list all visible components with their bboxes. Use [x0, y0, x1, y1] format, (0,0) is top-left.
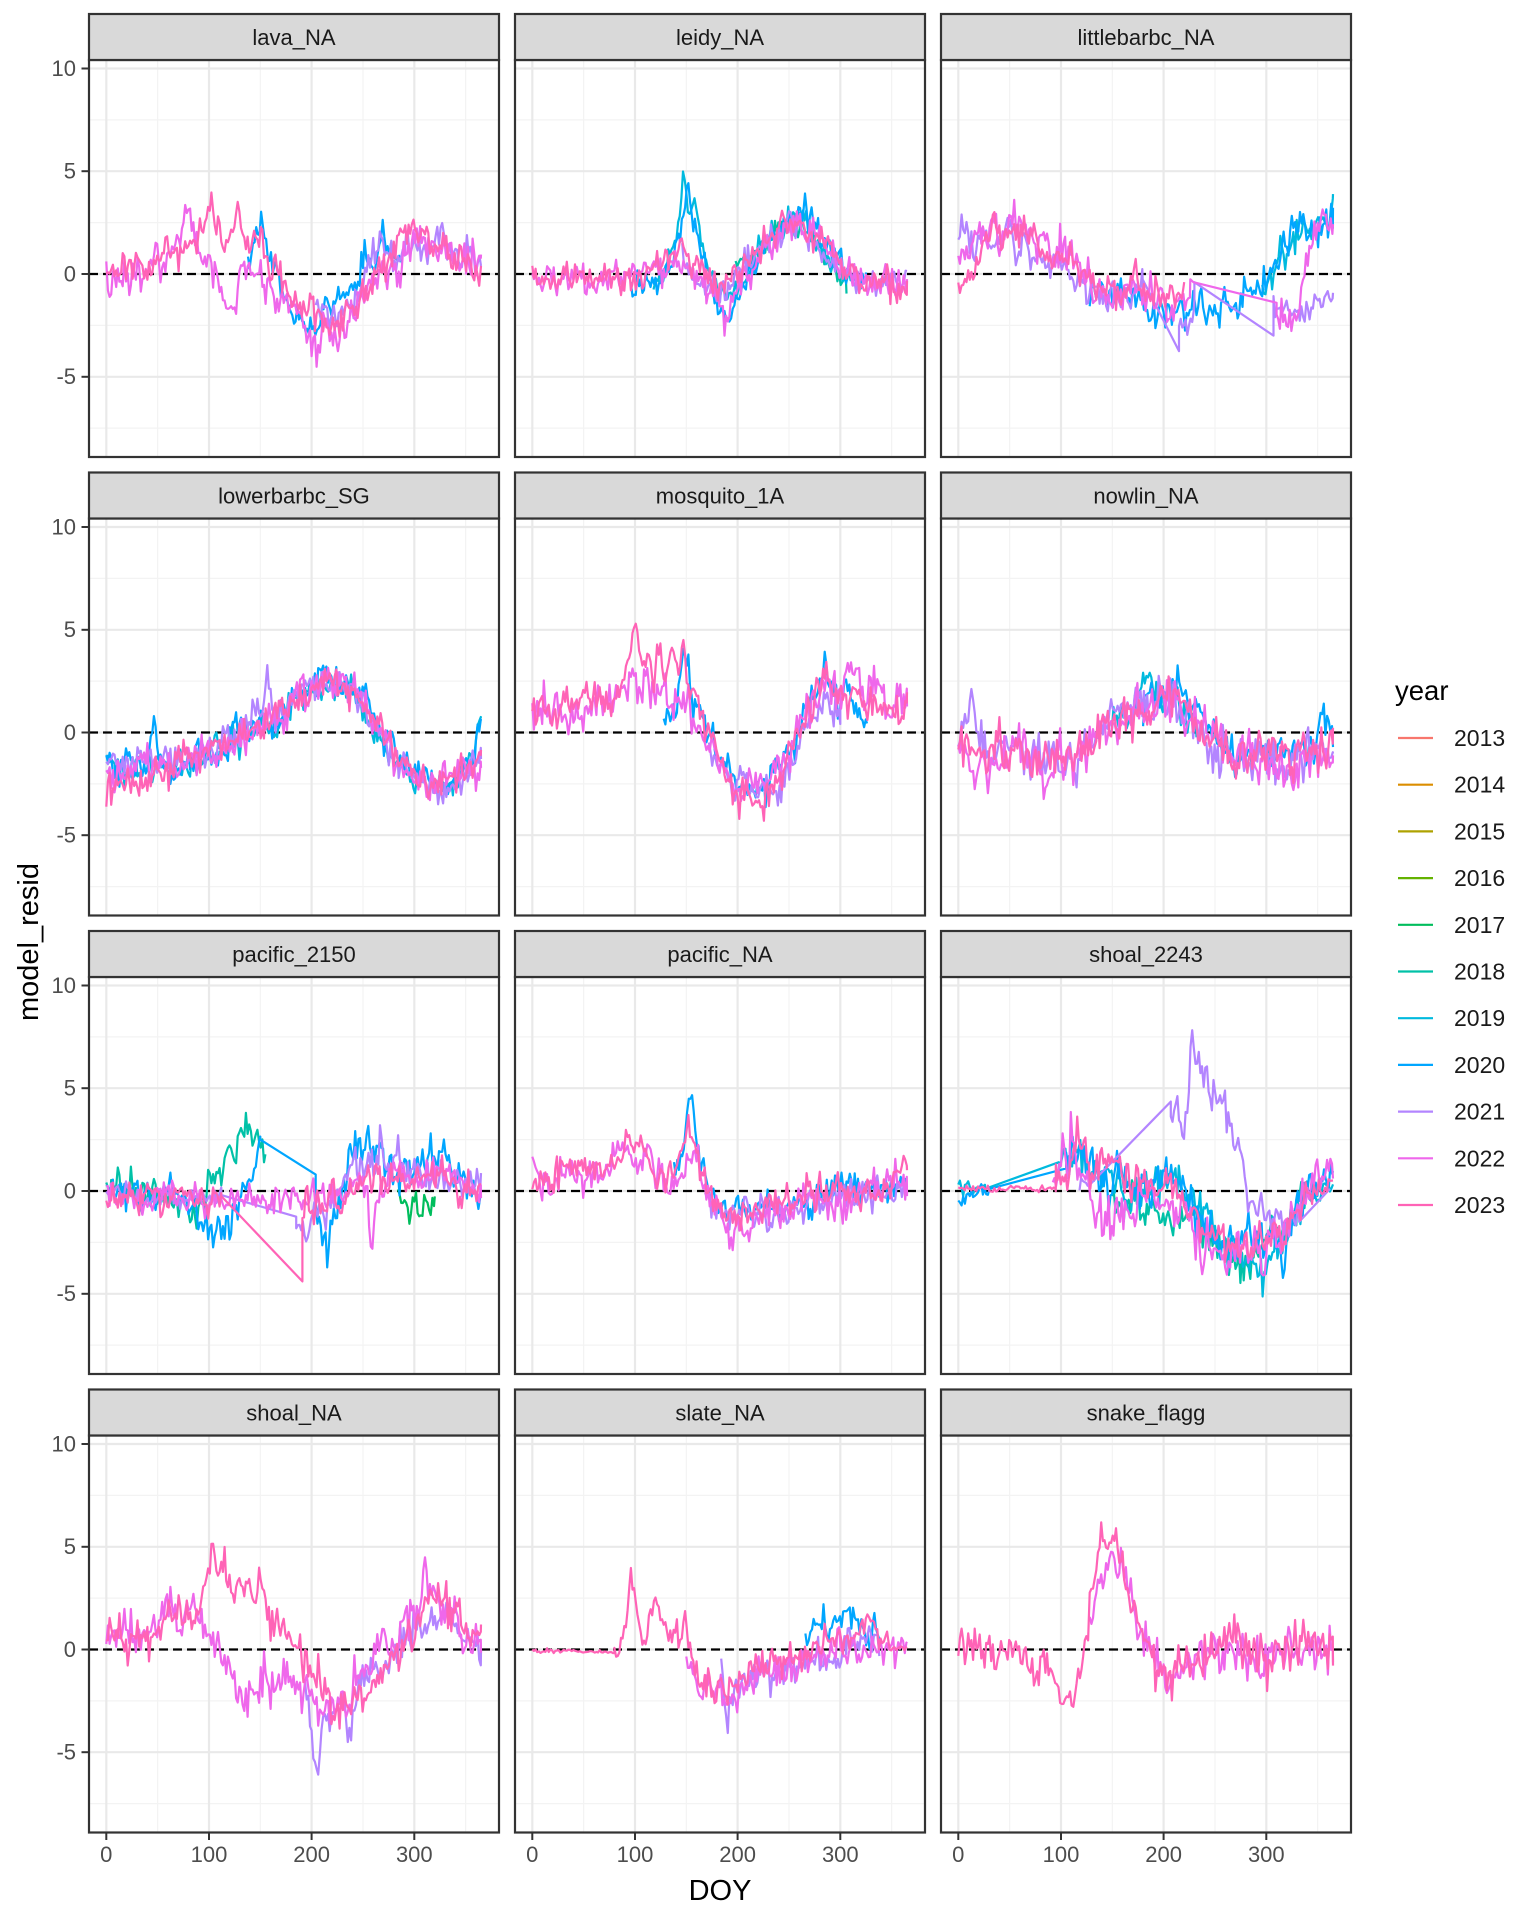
svg-text:2018: 2018: [1454, 959, 1505, 985]
svg-text:300: 300: [396, 1842, 433, 1867]
svg-text:-5: -5: [56, 823, 76, 848]
svg-text:5: 5: [64, 617, 76, 642]
svg-text:year: year: [1395, 675, 1449, 706]
svg-text:10: 10: [52, 56, 76, 81]
svg-text:shoal_2243: shoal_2243: [1089, 942, 1203, 967]
svg-text:slate_NA: slate_NA: [675, 1401, 765, 1426]
svg-text:2014: 2014: [1454, 772, 1505, 798]
svg-text:leidy_NA: leidy_NA: [676, 25, 764, 50]
svg-text:2019: 2019: [1454, 1005, 1505, 1031]
svg-text:10: 10: [52, 973, 76, 998]
svg-text:snake_flagg: snake_flagg: [1087, 1401, 1206, 1426]
svg-text:-5: -5: [56, 1281, 76, 1306]
svg-text:300: 300: [822, 1842, 859, 1867]
svg-text:5: 5: [64, 159, 76, 184]
svg-text:pacific_2150: pacific_2150: [232, 942, 356, 967]
svg-text:model_resid: model_resid: [13, 863, 45, 1021]
svg-text:200: 200: [293, 1842, 330, 1867]
svg-text:shoal_NA: shoal_NA: [246, 1401, 342, 1426]
svg-text:0: 0: [64, 261, 76, 286]
svg-text:littlebarbc_NA: littlebarbc_NA: [1078, 25, 1215, 50]
svg-text:2023: 2023: [1454, 1192, 1505, 1218]
svg-text:2020: 2020: [1454, 1052, 1505, 1078]
svg-text:0: 0: [64, 1637, 76, 1662]
svg-text:2016: 2016: [1454, 865, 1505, 891]
svg-text:lowerbarbc_SG: lowerbarbc_SG: [218, 484, 370, 509]
svg-text:nowlin_NA: nowlin_NA: [1093, 484, 1198, 509]
svg-text:0: 0: [526, 1842, 538, 1867]
svg-text:0: 0: [64, 720, 76, 745]
svg-text:2021: 2021: [1454, 1099, 1505, 1125]
svg-text:5: 5: [64, 1076, 76, 1101]
svg-text:0: 0: [100, 1842, 112, 1867]
svg-text:10: 10: [52, 514, 76, 539]
svg-text:0: 0: [64, 1178, 76, 1203]
svg-text:-5: -5: [56, 1740, 76, 1765]
svg-text:5: 5: [64, 1534, 76, 1559]
svg-text:200: 200: [719, 1842, 756, 1867]
svg-text:100: 100: [617, 1842, 654, 1867]
svg-text:mosquito_1A: mosquito_1A: [656, 484, 785, 509]
svg-text:100: 100: [1043, 1842, 1080, 1867]
svg-text:10: 10: [52, 1431, 76, 1456]
svg-text:2013: 2013: [1454, 725, 1505, 751]
svg-text:DOY: DOY: [689, 1875, 752, 1907]
svg-text:lava_NA: lava_NA: [252, 25, 335, 50]
svg-text:2015: 2015: [1454, 818, 1505, 844]
svg-text:2017: 2017: [1454, 912, 1505, 938]
svg-text:pacific_NA: pacific_NA: [667, 942, 772, 967]
svg-text:2022: 2022: [1454, 1145, 1505, 1171]
svg-text:100: 100: [191, 1842, 228, 1867]
svg-text:300: 300: [1248, 1842, 1285, 1867]
svg-text:0: 0: [952, 1842, 964, 1867]
svg-text:-5: -5: [56, 364, 76, 389]
svg-text:200: 200: [1145, 1842, 1182, 1867]
